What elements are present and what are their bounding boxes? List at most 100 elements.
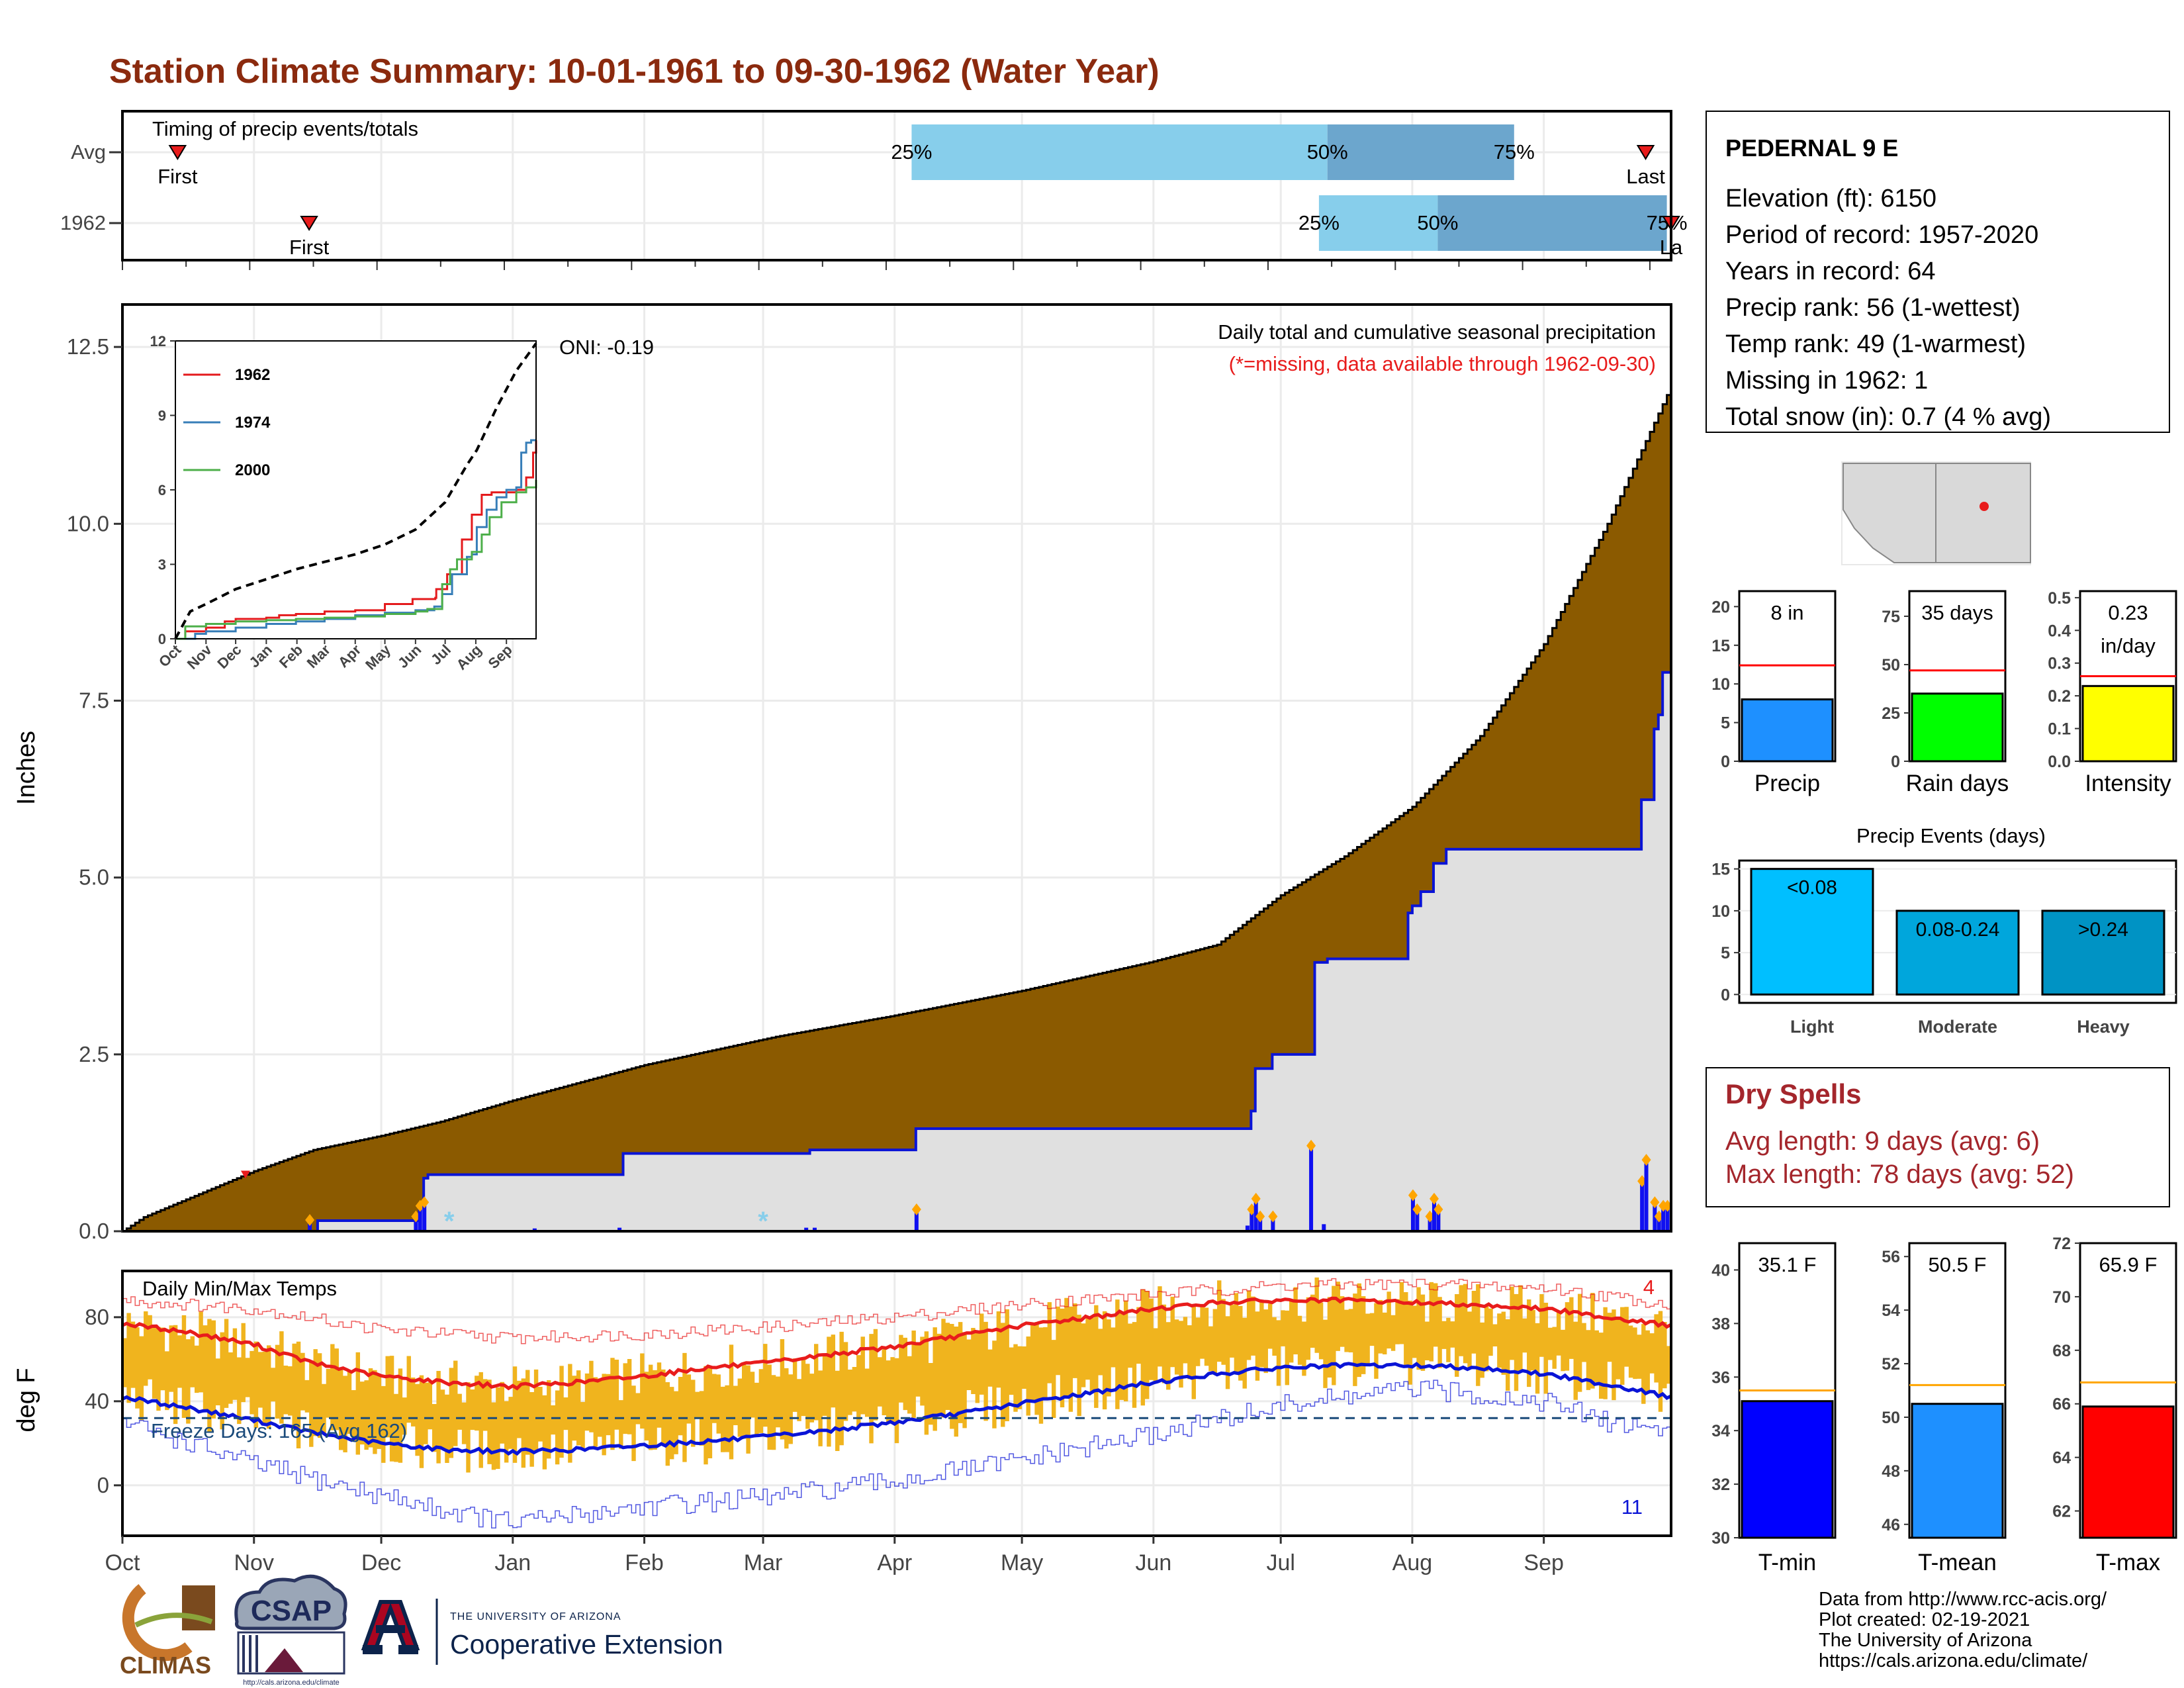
temps-panel: 0 40 80 Daily Min/Max Temps Freeze Days: 1…: [13, 1270, 1672, 1537]
bar-panel-y-tick-label: 15: [1711, 637, 1730, 655]
dry-spell-line: Max length: 78 days (avg: 52): [1725, 1160, 2074, 1189]
events-bar-heavy: [2041, 910, 2165, 996]
bar-panel-y-tick-label: 38: [1711, 1315, 1730, 1333]
station-location-dot: [1979, 502, 1989, 511]
timing-bar-q25-q50: [1318, 195, 1438, 251]
bar-panel-y-tick-label: 56: [1882, 1248, 1900, 1266]
temps-y-label: deg F: [13, 1368, 40, 1432]
daily-high-marker: [305, 1213, 315, 1226]
credit-line: Plot created: 02-19-2021: [1819, 1609, 2030, 1630]
daily-precip-bar: [1644, 1160, 1649, 1231]
bar-panel-label: Rain days: [1906, 771, 2009, 796]
bar-panel-y-tick-label: 32: [1711, 1476, 1730, 1494]
daily-precip-bar: [1665, 1206, 1670, 1231]
dry-spells-title: Dry Spells: [1725, 1078, 1861, 1109]
bar-panel-value-text-2: in/day: [2101, 634, 2156, 657]
events-bar-label: >0.24: [2078, 919, 2128, 941]
daily-precip-bar: [1415, 1209, 1420, 1231]
year-cumulative-area: [122, 665, 1671, 1231]
timing-q50-label: 50%: [1307, 140, 1348, 164]
month-label-feb: Feb: [625, 1550, 664, 1575]
daily-high-marker: [1650, 1196, 1660, 1209]
bar-panel-y-tick-label: 50: [1882, 1409, 1900, 1427]
bar-panel-y-tick-label: 10: [1711, 675, 1730, 694]
credit-line: The University of Arizona: [1819, 1630, 2032, 1651]
precip-y-tick-label: 5.0: [79, 865, 109, 890]
page-title: Station Climate Summary: 10-01-1961 to 0…: [109, 52, 1160, 91]
events-category-label-moderate: Moderate: [1918, 1017, 1997, 1037]
inset-series-2000: [175, 480, 537, 640]
credit-line: https://cals.arizona.edu/climate/: [1819, 1650, 2088, 1671]
snow-marker: *: [444, 1207, 455, 1236]
daily-precip-bar: [414, 1217, 418, 1231]
station-info-line: Years in record: 64: [1725, 258, 1936, 285]
bar-panel-y-tick-label: 20: [1711, 598, 1730, 616]
credit-line: Data from http://www.rcc-acis.org/: [1819, 1589, 2107, 1610]
inset-series-1962: [175, 440, 537, 640]
daily-precip-bar: [1410, 1196, 1415, 1231]
bar-panel-value-text: 65.9 F: [2099, 1253, 2158, 1276]
bar-panel-y-tick-label: 50: [1882, 656, 1900, 675]
bar-panel-precip: 0 5 10 15 20 8 in Precip: [1711, 590, 1837, 796]
daily-precip-bar: [1258, 1217, 1263, 1231]
bar-panel-t-max: 62 64 66 68 70 72 65.9 F T-max: [2052, 1235, 2177, 1575]
bar-panel-value-bar: [1911, 1403, 2004, 1539]
bar-panel-y-tick-label: 66: [2052, 1395, 2071, 1414]
timing-q25-label: 25%: [1298, 211, 1340, 234]
bar-panel-y-tick-label: 40: [1711, 1261, 1730, 1280]
daily-high-marker: [1429, 1192, 1439, 1205]
bar-panel-label: T-mean: [1918, 1550, 1997, 1575]
bar-panel-y-tick-label: 30: [1711, 1529, 1730, 1548]
bar-panel-y-tick-label: 54: [1882, 1301, 1900, 1320]
bar-panel-y-tick-label: 0.3: [2048, 655, 2071, 673]
bar-panel-y-tick-label: 25: [1882, 704, 1900, 723]
record-high-count: 4: [1643, 1276, 1655, 1299]
timing-bar-q25-q50: [911, 124, 1328, 180]
temps-y-tick-label: 0: [97, 1473, 109, 1497]
bar-panel-y-tick-label: 0.0: [2048, 753, 2071, 771]
events-bar-label: 0.08-0.24: [1916, 919, 2000, 941]
snow-marker: *: [758, 1207, 768, 1236]
bar-panel-value-text: 8 in: [1771, 601, 1804, 624]
month-label-nov: Nov: [234, 1550, 274, 1575]
daily-high-marker: [1641, 1154, 1651, 1166]
station-info-line: Total snow (in): 0.7 (4 % avg): [1725, 403, 2051, 431]
bar-panel-y-tick-label: 72: [2052, 1235, 2071, 1253]
daily-high-marker: [1268, 1210, 1278, 1223]
daily-precip-bar: [1245, 1225, 1250, 1231]
bar-panel-y-tick-label: 75: [1882, 608, 1900, 626]
bar-panel-value-bar: [2081, 1405, 2175, 1539]
ua-big-text: Cooperative Extension: [450, 1629, 723, 1660]
timing-bar-q50-q75: [1437, 195, 1667, 251]
station-info-line: Temp rank: 49 (1-warmest): [1725, 330, 2026, 358]
climas-logo: CLIMAS: [120, 1583, 215, 1679]
daily-precip-bar: [914, 1209, 919, 1231]
bar-panel-value-text: 35.1 F: [1758, 1253, 1817, 1276]
precip-events-panel: Precip Events (days) 0 5 10 15 <0.08 Light 0.0…: [1711, 824, 2177, 1037]
freeze-days-label: Freeze Days: 165 (Avg 162): [151, 1419, 407, 1442]
month-label-oct: Oct: [105, 1550, 140, 1575]
month-label-sep: Sep: [1524, 1550, 1564, 1575]
month-label-aug: Aug: [1392, 1550, 1433, 1575]
precip-y-tick-label: 0.0: [79, 1219, 109, 1243]
bar-panel-value-text: 35 days: [1921, 601, 1993, 624]
daily-precip-bar: [1657, 1217, 1661, 1231]
bar-panel-value-bar: [1741, 698, 1834, 763]
bar-panel-label: Intensity: [2085, 771, 2171, 796]
bar-panel-y-tick-label: 70: [2052, 1288, 2071, 1307]
avg-cumulative-area: [122, 385, 1672, 1233]
events-y-tick-label: 15: [1711, 861, 1730, 879]
record-low-count: 11: [1621, 1495, 1643, 1519]
csap-logo: CSAP http://cals.arizona.edu/climate: [234, 1574, 347, 1687]
bar-panel-y-tick-label: 48: [1882, 1462, 1900, 1481]
bar-panel-y-tick-label: 0: [1891, 753, 1900, 771]
bar-panel-intensity: 0.0 0.1 0.2 0.3 0.4 0.5 0.23 in/day Intensity: [2048, 589, 2177, 796]
oni-label: ONI: -0.19: [559, 336, 654, 359]
daily-precip-bar: [308, 1220, 312, 1231]
timing-q25-label: 25%: [891, 140, 932, 164]
climas-logo-text: CLIMAS: [120, 1652, 211, 1679]
bar-panel-y-tick-label: 0.1: [2048, 720, 2071, 739]
credits: Data from http://www.rcc-acis.org/Plot c…: [1819, 1589, 2107, 1671]
